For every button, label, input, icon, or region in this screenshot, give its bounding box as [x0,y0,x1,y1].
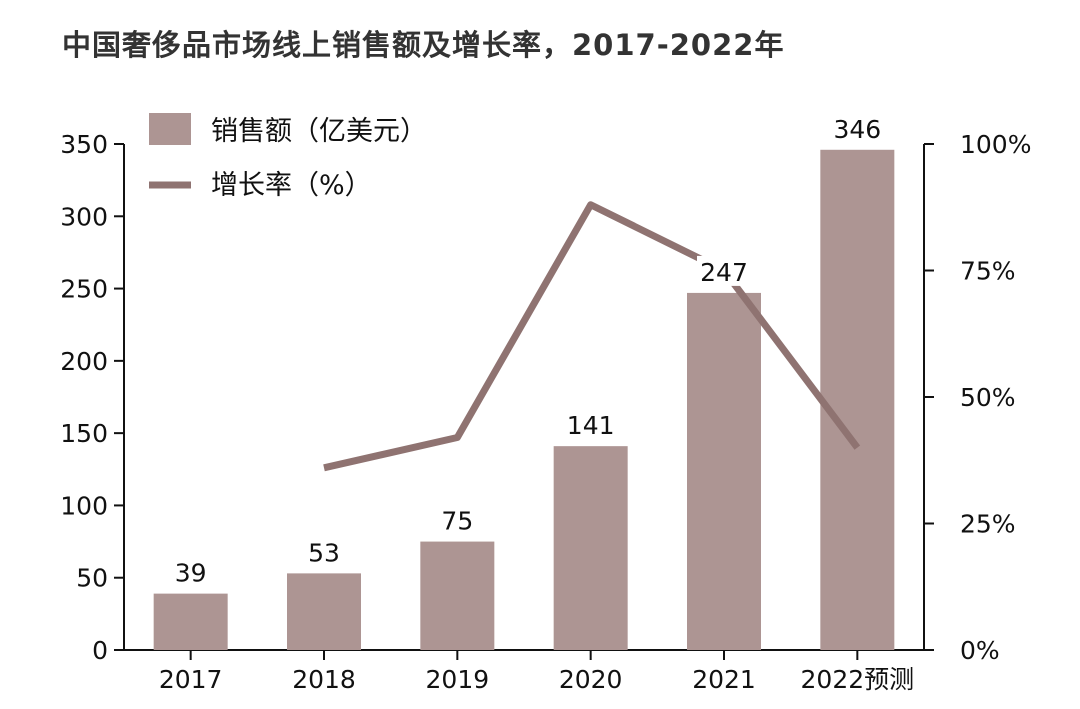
y-right-tick-label: 25% [960,510,1016,539]
y-left-tick-label: 250 [60,275,108,304]
y-left-tick-label: 200 [60,347,108,376]
y-left-tick-label: 150 [60,419,108,448]
bar [553,446,628,650]
legend-label-bar: 销售额（亿美元） [211,116,427,147]
data-label: 346 [833,115,881,144]
bar [153,593,228,650]
y-left-tick-label: 350 [60,130,108,159]
x-tick-label: 2021 [692,665,756,694]
y-left-tick-label: 300 [60,202,108,231]
data-label: 141 [567,411,615,440]
bar [820,149,895,651]
data-label-halo [697,255,751,286]
data-label: 39 [175,559,207,588]
data-label: 247 [700,258,748,287]
x-tick-label: 2019 [426,665,490,694]
y-left-tick-label: 0 [92,636,108,665]
x-tick-label: 2022预测 [801,665,915,694]
y-left-tick-label: 50 [76,564,108,593]
data-label: 53 [308,538,340,567]
y-right-tick-label: 0% [960,636,1000,665]
bar [687,292,761,650]
y-right-tick-label: 75% [960,257,1016,286]
x-tick-label: 2018 [292,665,356,694]
x-tick-label: 2020 [559,665,623,694]
x-tick-label: 2017 [159,665,223,694]
y-left-tick-label: 100 [60,491,108,520]
chart-title: 中国奢侈品市场线上销售额及增长率，2017-2022年 [62,28,785,62]
bar [420,541,495,650]
data-label: 75 [441,507,473,536]
y-right-tick-label: 100% [960,130,1031,159]
bar [287,573,361,650]
legend-swatch-bar [149,113,191,145]
legend-label-line: 增长率（%） [211,170,372,201]
y-right-tick-label: 50% [960,383,1016,412]
